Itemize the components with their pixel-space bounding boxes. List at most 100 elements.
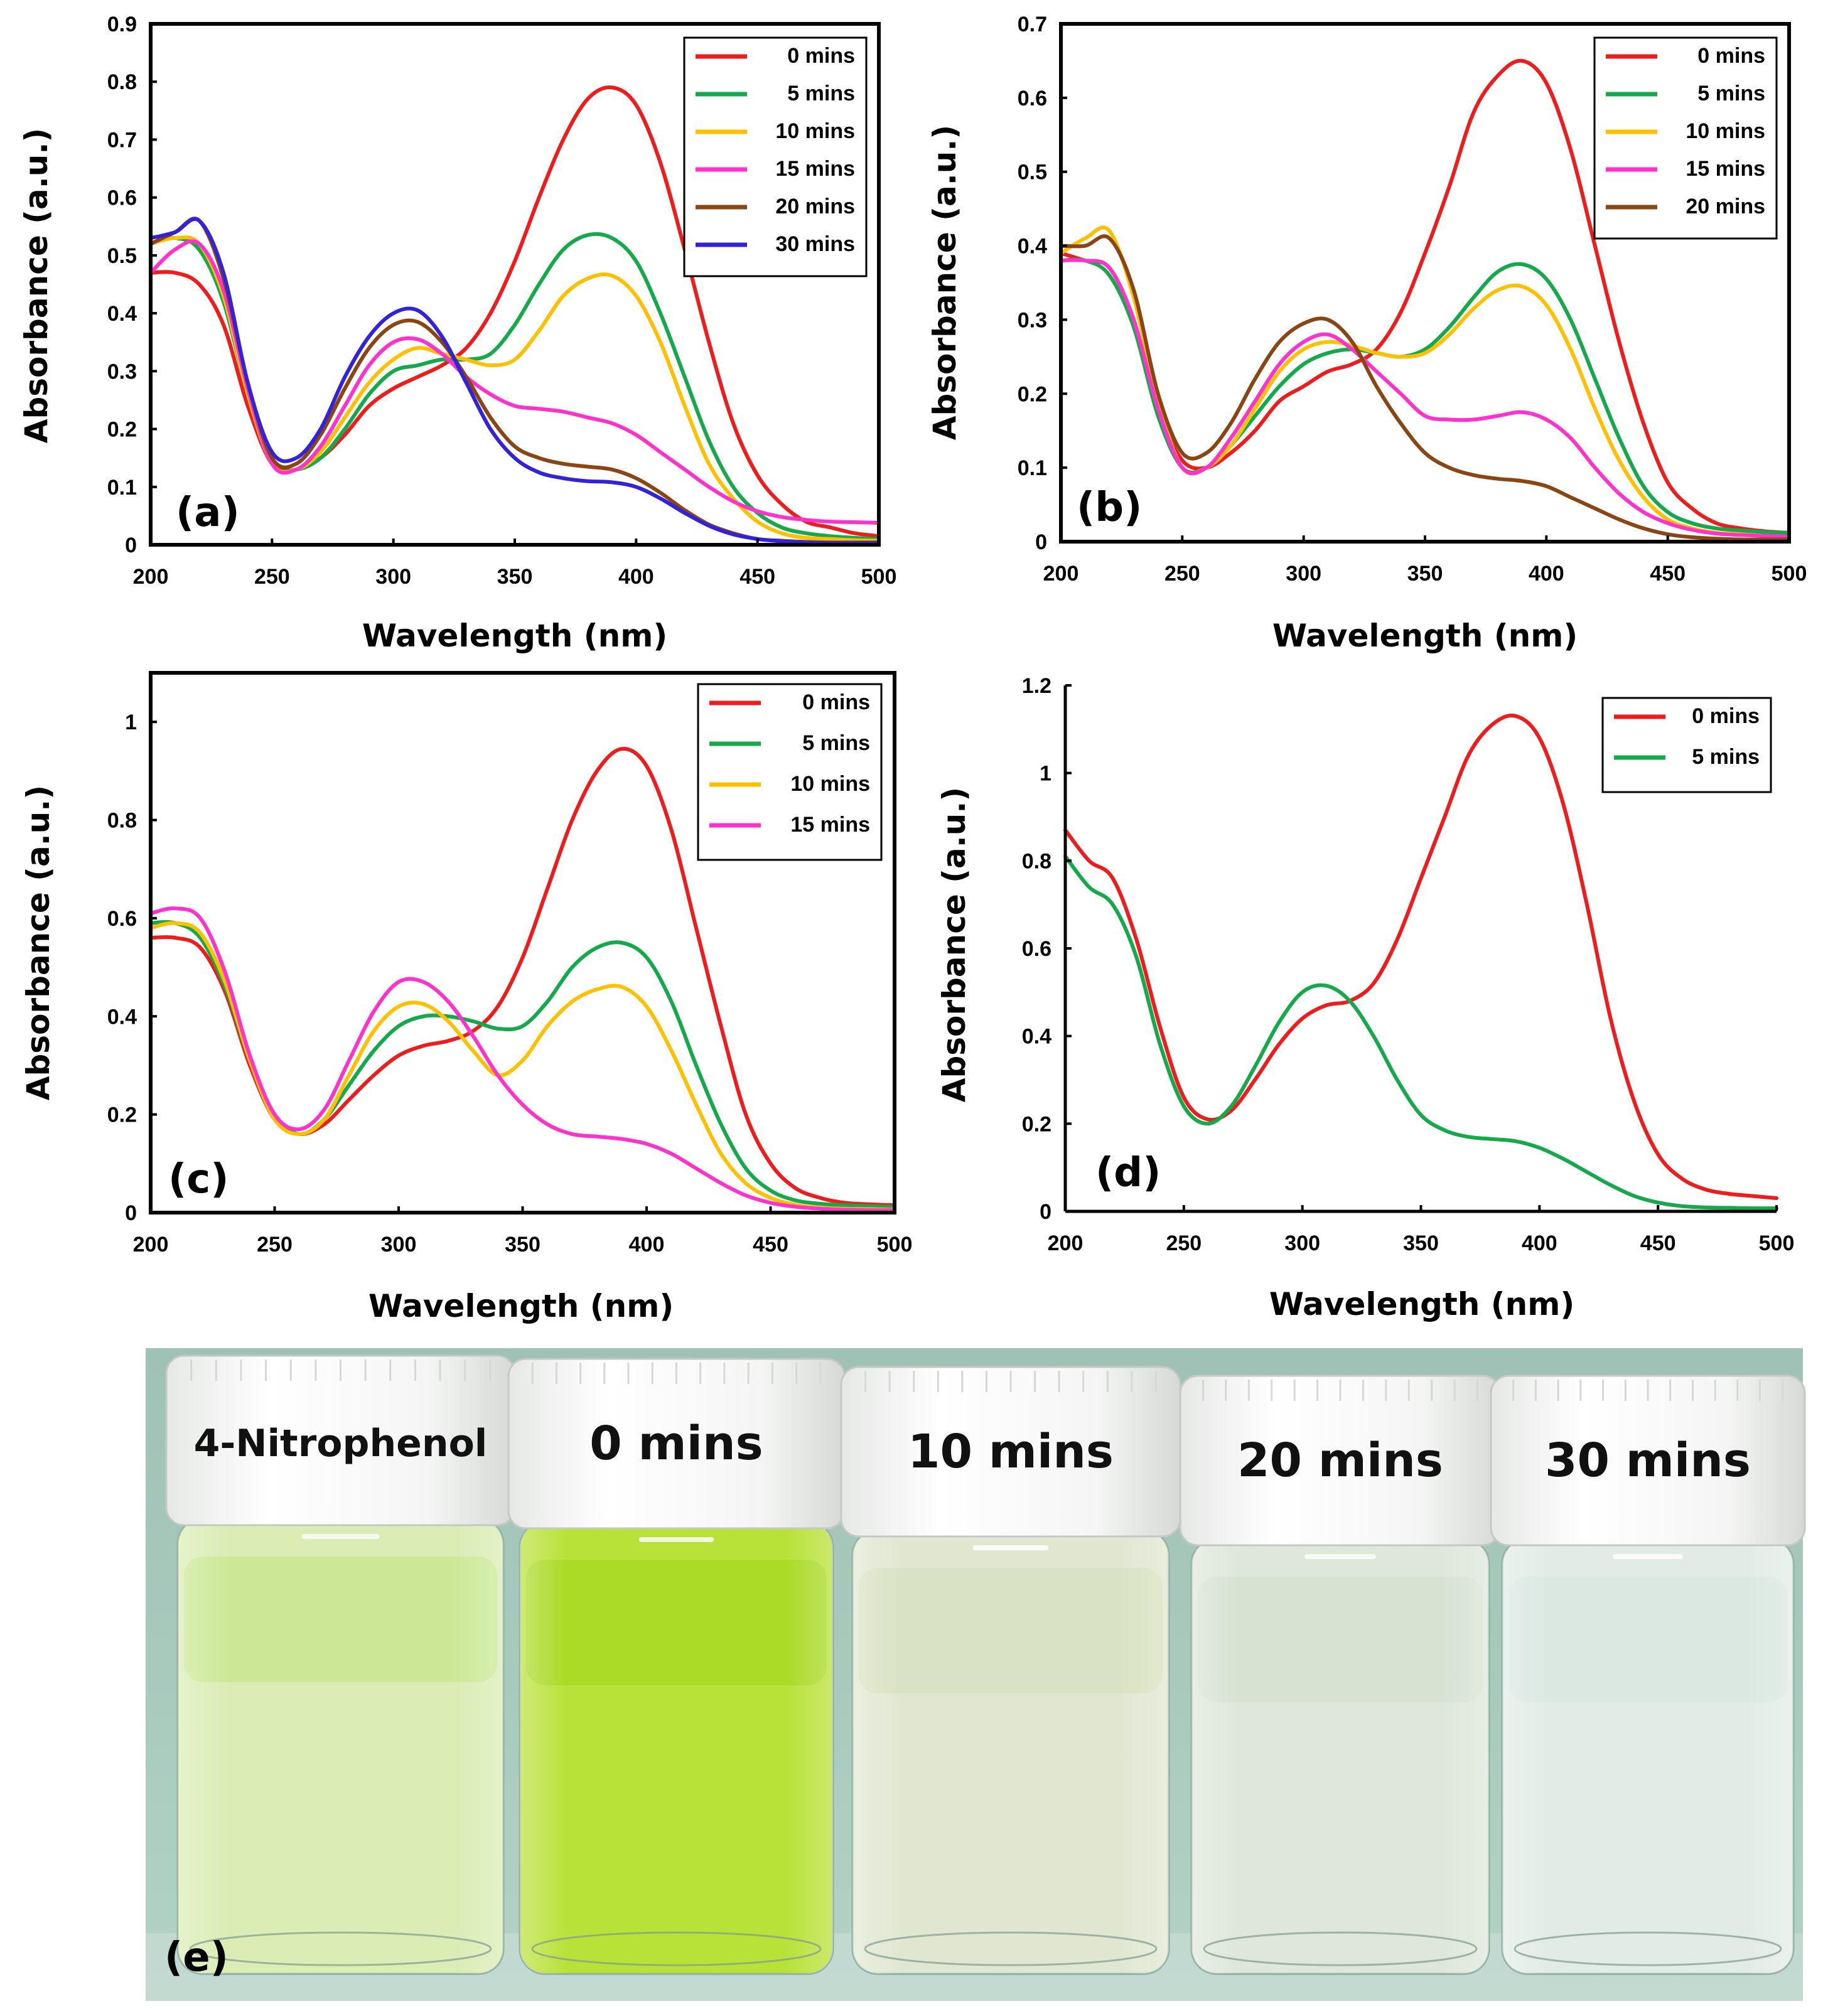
x-tick-label: 250 — [1166, 1231, 1202, 1255]
y-tick-label: 0.6 — [1018, 87, 1047, 110]
vial-base — [1514, 1931, 1782, 1966]
y-axis-title: Absorbance (a.u.) — [18, 128, 55, 443]
vial-highlight — [638, 1537, 714, 1542]
x-tick-label: 500 — [1759, 1231, 1795, 1255]
x-tick-label: 450 — [739, 565, 775, 589]
legend-label: 5 mins — [1692, 745, 1760, 769]
y-tick-label: 0.3 — [107, 360, 137, 383]
x-tick-label: 200 — [133, 565, 169, 589]
x-axis-title: Wavelength (nm) — [1272, 618, 1578, 654]
x-tick-label: 400 — [629, 1233, 665, 1257]
chart-panel-d: 200 250 300 350 400 450 500 0 0.2 0.4 0.6 0.8 1 1.2 W… — [936, 674, 1794, 1322]
vial-base — [864, 1931, 1158, 1966]
panel-label: (e) — [164, 1934, 229, 1981]
x-tick-label: 250 — [1164, 562, 1200, 586]
axis-ticks: 200 250 300 350 400 450 500 0 0.2 0.4 0.6 0.8 1 1.2 — [1022, 674, 1795, 1255]
x-tick-label: 300 — [381, 1233, 417, 1257]
legend: 0 mins 5 mins — [1601, 697, 1772, 793]
x-tick-label: 500 — [861, 565, 897, 589]
chart-panel-b: 200 250 300 350 400 450 500 0 0.1 0.2 0.3 0.4 0.5 0.6… — [927, 13, 1807, 654]
y-tick-label: 0.8 — [107, 70, 137, 94]
x-tick-label: 500 — [877, 1233, 913, 1257]
x-tick-label: 450 — [1640, 1231, 1676, 1255]
vial-glass — [178, 1519, 503, 1974]
x-tick-label: 450 — [1650, 562, 1686, 586]
legend-label: 10 mins — [775, 119, 855, 143]
x-tick-label: 350 — [497, 565, 533, 589]
vial-base — [531, 1931, 822, 1966]
x-axis-title: Wavelength (nm) — [368, 1288, 674, 1324]
vial-highlight — [1613, 1554, 1683, 1559]
vial-highlight — [301, 1534, 380, 1539]
x-axis-title: Wavelength (nm) — [362, 618, 667, 654]
y-tick-label: 1 — [1040, 762, 1051, 786]
legend-label: 0 mins — [787, 44, 855, 68]
series-layer — [149, 85, 881, 545]
y-tick-label: 0.1 — [1018, 456, 1047, 480]
x-tick-label: 200 — [1043, 562, 1079, 586]
series-line-30-mins — [149, 217, 881, 545]
y-tick-label: 0.7 — [107, 128, 137, 152]
y-tick-label: 0.1 — [107, 476, 137, 500]
axis-ticks: 200 250 300 350 400 450 500 0 0.2 0.4 0.6 0.8 1 — [107, 710, 913, 1257]
legend: 0 mins 5 mins 10 mins 15 mins 20 mins 30 mins — [683, 36, 868, 277]
x-tick-label: 350 — [1403, 1231, 1439, 1255]
x-tick-label: 400 — [1529, 562, 1564, 586]
legend-label: 15 mins — [775, 157, 855, 181]
vial-highlight — [972, 1545, 1049, 1550]
vial-glass — [520, 1522, 833, 1974]
panel-label: (c) — [168, 1156, 229, 1203]
x-tick-label: 200 — [1048, 1231, 1084, 1255]
vial-glass — [1191, 1539, 1489, 1974]
y-tick-label: 0.4 — [107, 302, 137, 326]
series-line-20-mins — [1059, 234, 1791, 542]
vial-cap — [1490, 1375, 1806, 1547]
series-layer — [149, 747, 896, 1213]
y-axis-title: Absorbance (a.u.) — [20, 785, 56, 1100]
x-tick-label: 350 — [1407, 562, 1443, 586]
x-tick-label: 250 — [257, 1233, 293, 1257]
y-tick-label: 0.8 — [1022, 849, 1051, 873]
vial-glass — [1502, 1539, 1793, 1974]
y-tick-label: 0.8 — [107, 809, 137, 833]
vial: 30 mins — [1490, 1375, 1806, 1975]
vial-label: 4-Nitrophenol — [194, 1422, 488, 1466]
vial: 20 mins — [1179, 1375, 1502, 1975]
y-tick-label: 0.5 — [107, 244, 137, 268]
series-layer — [1063, 714, 1778, 1211]
legend-label: 0 mins — [802, 690, 870, 714]
legend-box — [683, 36, 868, 277]
vial-label: 20 mins — [1237, 1434, 1443, 1488]
vial-base — [189, 1931, 492, 1966]
legend: 0 mins 5 mins 10 mins 15 mins — [697, 683, 883, 861]
x-tick-label: 300 — [1284, 1231, 1320, 1255]
x-tick-label: 200 — [133, 1233, 169, 1257]
vials-layer: 4-Nitrophenol 0 mins 10 mins 20 mins 30 mins — [165, 1354, 1806, 1975]
y-tick-label: 0 — [125, 1201, 137, 1225]
vial-glass — [852, 1530, 1169, 1974]
series-line-15-mins — [149, 906, 896, 1213]
chart-panel-c: 200 250 300 350 400 450 500 0 0.2 0.4 0.6 0.8 1 Wave… — [20, 671, 913, 1324]
x-tick-label: 250 — [254, 565, 290, 589]
legend-label: 15 mins — [1686, 157, 1765, 181]
panel-label: (b) — [1077, 485, 1142, 531]
y-tick-label: 1 — [125, 710, 137, 734]
vial-photo: 4-Nitrophenol 0 mins 10 mins 20 mins 30 mins… — [146, 1348, 1806, 2001]
y-tick-label: 0.9 — [107, 13, 137, 36]
axis-ticks: 200 250 300 350 400 450 500 0 0.1 0.2 0.3 0.4 0.5 0.6… — [107, 13, 897, 589]
vial-base — [1203, 1931, 1478, 1966]
panel-label: (a) — [176, 490, 240, 536]
legend-label: 15 mins — [790, 813, 870, 837]
y-axis-title: Absorbance (a.u.) — [936, 787, 972, 1102]
x-tick-label: 400 — [1522, 1231, 1557, 1255]
vial: 4-Nitrophenol — [165, 1354, 516, 1975]
y-tick-label: 0.6 — [107, 907, 137, 931]
y-tick-label: 0.4 — [1022, 1025, 1051, 1049]
y-tick-label: 0.6 — [1022, 937, 1051, 961]
y-tick-label: 0.2 — [107, 418, 137, 442]
legend-label: 20 mins — [1686, 195, 1765, 218]
series-layer — [1059, 58, 1791, 542]
y-tick-label: 1.2 — [1022, 674, 1051, 698]
legend-box — [697, 683, 883, 861]
